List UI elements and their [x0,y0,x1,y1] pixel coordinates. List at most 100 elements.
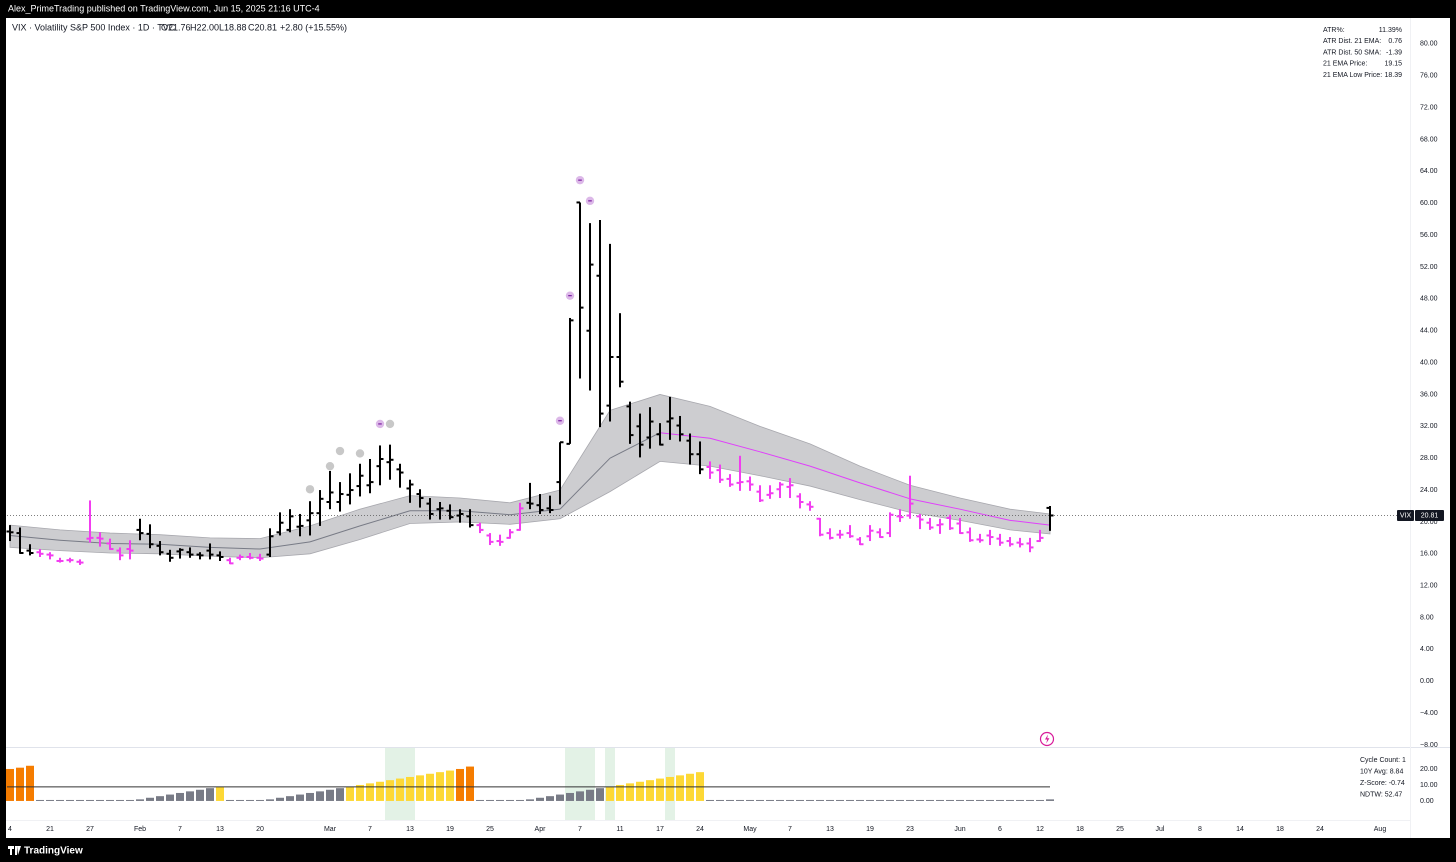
x-tick-label: 19 [866,826,874,833]
signal-dot [335,446,345,456]
stat-value: 0.76 [1388,38,1402,45]
cycle-bar [836,799,844,801]
cycle-bar [906,799,914,801]
ema-mid-line [359,510,411,527]
price-badge-value [1415,509,1444,521]
stat-value: 11.39% [1379,27,1402,34]
stat-value: 18.39 [1384,72,1402,79]
y-tick-label: −8.00 [1420,742,1438,749]
cycle-bar [76,799,84,801]
cycle-y-tick-label: 20.00 [1420,766,1438,773]
cycle-bar [376,781,384,801]
cycle-bar [616,784,624,801]
cycle-bar [1026,799,1034,801]
cycle-bar [296,794,304,801]
cycle-bar [936,799,944,801]
cycle-bar [1036,799,1044,801]
symbol-legend: VIX · Volatility S&P 500 Index · 1D · TV… [12,22,176,32]
cycle-bar [806,799,814,801]
cycle-bar [96,799,104,801]
cycle-bar [166,794,174,801]
x-tick-label: 7 [788,826,792,833]
ema-mid-line [159,543,211,548]
cycle-bar [306,792,314,801]
x-tick-label: 27 [86,826,94,833]
ohlc-legend-value: +2.80 (+15.55%) [280,22,347,32]
cycle-bar [146,797,154,801]
cycle-bar [526,799,534,801]
x-tick-label: Jul [1156,826,1165,833]
cycle-bar [446,770,454,801]
cycle-bar [26,765,34,801]
cycle-bar [566,792,574,801]
cycle-stat: NDTW: 52.47 [1360,791,1402,798]
ema-mid-line [809,465,861,484]
cycle-bar [536,797,544,801]
cycle-bar [316,791,324,801]
footer-logo: TradingView [8,846,83,857]
footer-brand: TradingView [24,846,83,857]
ema-mid-line [659,432,711,439]
x-tick-label: Aug [1374,826,1387,833]
x-tick-label: Apr [535,826,547,833]
x-tick-label: 17 [656,826,664,833]
cycle-bar [726,799,734,801]
cycle-bar [1046,799,1054,801]
cycle-bar [346,786,354,801]
cycle-bar [756,799,764,801]
x-tick-label: 8 [1198,826,1202,833]
alert-icon[interactable] [1039,731,1055,747]
cycle-stat: Z-Score: -0.74 [1360,780,1405,787]
cycle-bar [256,799,264,801]
cycle-bar [916,799,924,801]
cycle-bar [386,780,394,801]
stat-value: -1.39 [1386,49,1402,56]
ema-mid-line [709,437,761,453]
y-tick-label: 76.00 [1420,73,1438,80]
cycle-bar [596,788,604,801]
x-tick-label: 20 [256,826,264,833]
cycle-bar [86,799,94,801]
y-tick-label: 48.00 [1420,296,1438,303]
ema-mid-line [459,510,511,516]
cycle-bar [986,799,994,801]
y-tick-label: 36.00 [1420,391,1438,398]
stat-label: ATR Dist. 21 EMA: [1323,38,1381,45]
x-tick-label: 25 [486,826,494,833]
cycle-bar [856,799,864,801]
logo-icon [8,846,21,855]
cycle-bar [116,799,124,801]
x-tick-label: 7 [368,826,372,833]
cycle-bar [136,799,144,801]
cycle-bar [546,796,554,801]
x-tick-label: 21 [46,826,54,833]
cycle-bar [686,773,694,801]
cycle-bar [476,799,484,801]
x-tick-label: 18 [1076,826,1084,833]
x-tick-label: 4 [8,826,12,833]
y-tick-label: 68.00 [1420,136,1438,143]
cycle-bar [606,786,614,801]
y-tick-label: 60.00 [1420,200,1438,207]
x-tick-label: 14 [1236,826,1244,833]
cycle-bar [776,799,784,801]
y-tick-label: 44.00 [1420,328,1438,335]
cycle-bar [996,799,1004,801]
cycle-bar [576,791,584,801]
stat-value: 19.15 [1384,61,1402,68]
ohlc-legend-value: L18.88 [219,22,247,32]
ema-mid-line [9,534,61,541]
ohlc-legend-value: C20.81 [248,22,277,32]
cycle-bar [826,799,834,801]
y-tick-label: 32.00 [1420,423,1438,430]
x-tick-label: 7 [178,826,182,833]
y-tick-label: 4.00 [1420,646,1434,653]
cycle-bar [356,784,364,801]
x-tick-label: 7 [578,826,582,833]
cycle-bar [156,796,164,801]
price-badge-symbol-text: VIX [1400,512,1412,519]
cycle-bar [366,783,374,801]
cycle-bar [926,799,934,801]
publish-note: Alex_PrimeTrading published on TradingVi… [8,3,320,13]
